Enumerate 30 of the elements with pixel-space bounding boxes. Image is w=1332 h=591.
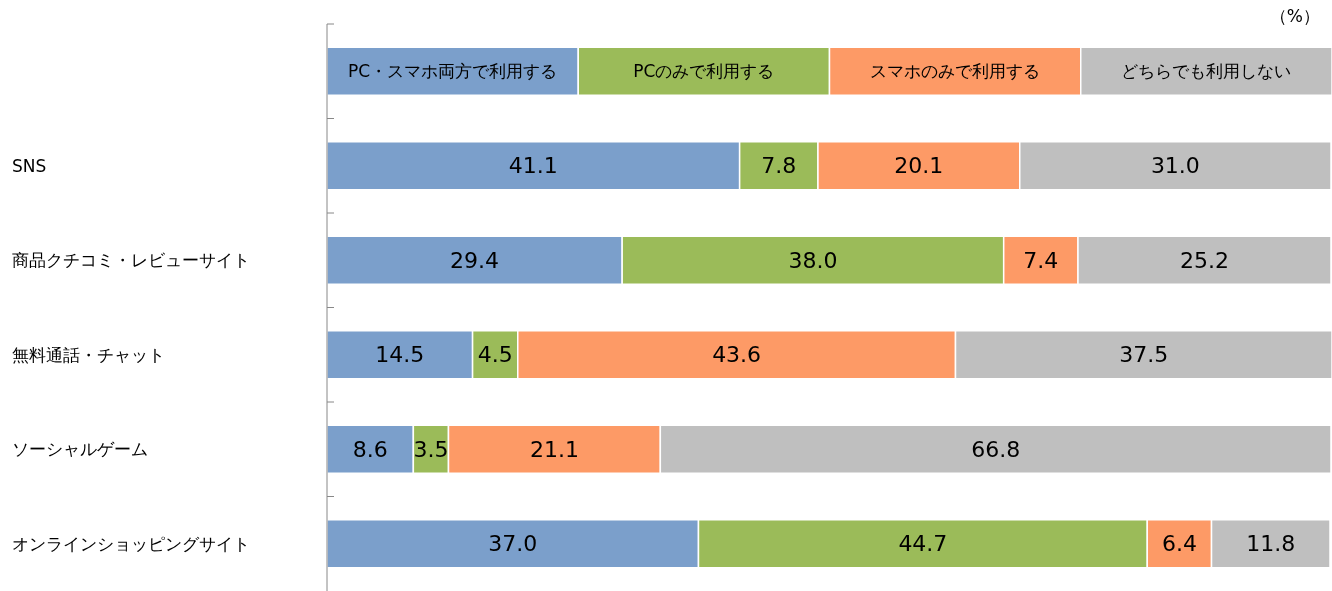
data-label: 14.5 (375, 342, 425, 368)
data-label: 41.1 (508, 153, 558, 179)
data-label: 7.4 (1023, 247, 1059, 273)
data-label: 11.8 (1246, 531, 1296, 557)
text: PCのみで利用する (633, 61, 775, 82)
data-label: 37.0 (488, 531, 538, 557)
text: スマホのみで利用する (870, 61, 1041, 82)
data-label: 25.2 (1180, 247, 1229, 273)
y-tick-label: 無料通話・チャット (12, 344, 165, 365)
data-label: 20.1 (894, 153, 944, 179)
data-label: 66.8 (971, 436, 1021, 462)
text: （%） (1269, 6, 1320, 26)
text: どちらでも利用しない (1121, 61, 1292, 82)
y-tick-label: オンラインショッピングサイト (12, 533, 250, 554)
data-label: 8.6 (352, 436, 388, 462)
data-label: 6.4 (1161, 531, 1197, 557)
data-label: 37.5 (1119, 342, 1169, 368)
data-label: 43.6 (712, 342, 762, 368)
data-label: 29.4 (450, 247, 500, 273)
data-label: 7.8 (761, 153, 797, 179)
data-label: 38.0 (788, 247, 838, 273)
data-label: 3.5 (413, 436, 449, 462)
data-label: 31.0 (1150, 153, 1200, 179)
text: PC・スマホ両方で利用する (348, 61, 558, 82)
data-label: 21.1 (529, 436, 579, 462)
data-label: 44.7 (898, 531, 948, 557)
data-label: 4.5 (477, 342, 513, 368)
y-tick-label: 商品クチコミ・レビューサイト (12, 250, 250, 271)
y-tick-label: ソーシャルゲーム (12, 439, 148, 460)
y-tick-label: SNS (12, 155, 47, 176)
